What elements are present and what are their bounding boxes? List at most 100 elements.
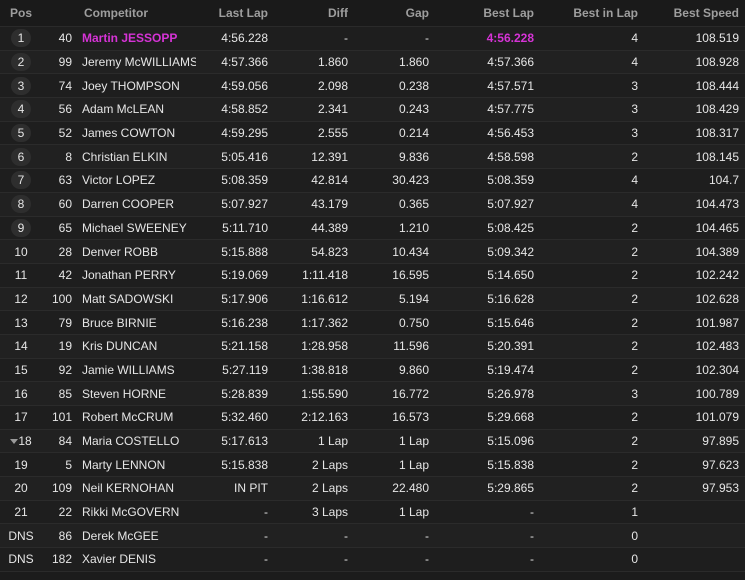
competitor-name: Marty LENNON [82, 457, 166, 472]
last-lap-value: 5:15.838 [221, 457, 268, 472]
best-speed-value: 97.895 [702, 434, 739, 449]
table-row[interactable]: 10 28 Denver ROBB 5:15.888 54.823 10.434 5:09.… [0, 240, 745, 264]
diff-value: 42.814 [311, 173, 348, 188]
position-cell: 9 [0, 218, 42, 237]
best-lap-value: 5:07.927 [487, 197, 534, 212]
gap-value: 11.596 [393, 339, 429, 354]
competitor-name: Victor LOPEZ [82, 173, 156, 188]
best-lap-value: 5:29.865 [487, 481, 534, 496]
table-row[interactable]: 11 42 Jonathan PERRY 5:19.069 1:11.418 16.595… [0, 263, 745, 288]
best-in-lap-value: 4 [631, 31, 638, 46]
table-row[interactable]: 2 99 Jeremy McWILLIAMS 4:57.366 1.860 1.860 4:… [0, 50, 745, 75]
table-row[interactable]: DNS 182 Xavier DENIS - - - - 0 [0, 548, 745, 572]
table-row[interactable]: 17 101 Robert McCRUM 5:32.460 2:12.163 16.573… [0, 406, 745, 430]
table-row[interactable]: 7 63 Victor LOPEZ 5:08.359 42.814 30.423 5:08.… [0, 169, 745, 193]
position-value: 15 [14, 362, 28, 377]
table-row[interactable]: 13 79 Bruce BIRNIE 5:16.238 1:17.362 0.750 5:1… [0, 311, 745, 335]
competitor-name: Jamie WILLIAMS [82, 362, 175, 377]
table-row[interactable]: 8 60 Darren COOPER 5:07.927 43.179 0.365 5:07.… [0, 192, 745, 217]
table-row[interactable]: 6 8 Christian ELKIN 5:05.416 12.391 9.836 4:58… [0, 145, 745, 170]
table-row[interactable]: 9 65 Michael SWEENEY 5:11.710 44.389 1.210 5:0… [0, 216, 745, 241]
best-lap-value: - [530, 505, 534, 520]
position-badge: 9 [11, 218, 31, 237]
gap-value: 16.573 [392, 410, 429, 425]
header-best-speed[interactable]: Best Speed [673, 6, 739, 20]
competitor-name: Neil KERNOHAN [82, 481, 175, 496]
diff-value: 1:38.818 [301, 362, 348, 377]
position-badge: 6 [11, 147, 31, 166]
competitor-number: 60 [58, 197, 72, 212]
best-in-lap-value: 3 [631, 102, 638, 117]
table-row[interactable]: 5 52 James COWTON 4:59.295 2.555 0.214 4:56.45… [0, 121, 745, 146]
position-cell: 15 [0, 363, 42, 377]
diff-value: - [344, 31, 348, 46]
position-cell: 16 [0, 387, 42, 401]
best-speed-value: 97.623 [702, 457, 739, 472]
best-lap-value: 4:58.598 [487, 149, 534, 164]
position-cell: 17 [0, 410, 42, 424]
table-row[interactable]: DNS 86 Derek McGEE - - - - 0 [0, 524, 745, 549]
best-in-lap-value: 3 [631, 126, 638, 141]
position-cell: 5 [0, 124, 42, 143]
table-row[interactable]: 14 19 Kris DUNCAN 5:21.158 1:28.958 11.596 5:2… [0, 334, 745, 359]
last-lap-value: - [264, 552, 268, 567]
header-gap[interactable]: Gap [405, 6, 429, 20]
position-value: 20 [14, 481, 28, 496]
best-speed-value: 104.7 [708, 173, 739, 188]
best-in-lap-value: 2 [631, 244, 638, 259]
position-value: DNS [8, 552, 34, 567]
table-row[interactable]: 21 22 Rikki McGOVERN - 3 Laps 1 Lap - 1 [0, 500, 745, 525]
diff-value: - [344, 528, 348, 543]
competitor-number: 19 [58, 339, 72, 354]
table-row[interactable]: 15 92 Jamie WILLIAMS 5:27.119 1:38.818 9.860 5… [0, 358, 745, 383]
table-row[interactable]: 1 40 Martin JESSOPP 4:56.228 - - 4:56.228 4 108.… [0, 27, 745, 51]
table-row[interactable]: 12 100 Matt SADOWSKI 5:17.906 1:16.612 5.194 5… [0, 287, 745, 312]
table-row[interactable]: 19 5 Marty LENNON 5:15.838 2 Laps 1 Lap 5:15.8… [0, 453, 745, 478]
header-pos[interactable]: Pos [9, 6, 32, 20]
competitor-number: 52 [58, 126, 72, 141]
competitor-number: 40 [58, 31, 72, 46]
best-lap-value: 5:09.342 [487, 244, 534, 259]
best-in-lap-value: 3 [631, 386, 638, 401]
table-row[interactable]: 3 74 Joey THOMPSON 4:59.056 2.098 0.238 4:57.5… [0, 74, 745, 99]
diff-value: 1:55.590 [301, 386, 348, 401]
competitor-name: Maria COSTELLO [82, 434, 180, 449]
position-value: 13 [14, 315, 28, 330]
competitor-number: 92 [58, 362, 72, 377]
header-last-lap[interactable]: Last Lap [218, 6, 268, 20]
position-badge: 1 [11, 29, 31, 48]
best-in-lap-value: 2 [631, 220, 638, 235]
position-cell: 8 [0, 195, 42, 214]
header-diff[interactable]: Diff [328, 6, 348, 20]
table-row[interactable]: 18 84 Maria COSTELLO 5:17.613 1 Lap 1 Lap 5:15… [0, 429, 745, 454]
gap-value: 0.365 [398, 197, 429, 212]
position-cell: 1 [0, 29, 42, 48]
best-in-lap-value: 0 [631, 528, 638, 543]
competitor-name: Derek McGEE [82, 528, 159, 543]
diff-value: 3 Laps [311, 505, 348, 520]
header-best-lap[interactable]: Best Lap [483, 6, 534, 20]
gap-value: 16.595 [392, 268, 429, 283]
best-speed-value: 102.483 [695, 339, 739, 354]
competitor-number: 86 [58, 528, 72, 543]
table-row[interactable]: 16 85 Steven HORNE 5:28.839 1:55.590 16.772 5:… [0, 382, 745, 406]
position-cell: 21 [0, 505, 42, 519]
gap-value: 1.860 [398, 55, 429, 70]
competitor-number: 28 [58, 244, 72, 259]
gap-value: 0.243 [398, 102, 429, 117]
best-speed-value: 101.079 [695, 410, 739, 425]
header-competitor[interactable]: Competitor [84, 6, 148, 20]
header-best-in-lap[interactable]: Best in Lap [573, 6, 638, 20]
position-cell: 4 [0, 100, 42, 119]
table-row[interactable]: 20 109 Neil KERNOHAN IN PIT 2 Laps 22.480 5:29… [0, 477, 745, 501]
competitor-number: 79 [58, 315, 72, 330]
last-lap-value: 5:27.119 [222, 362, 268, 377]
best-lap-value: 5:08.425 [487, 220, 534, 235]
competitor-number: 8 [65, 149, 72, 164]
last-lap-value: 4:59.295 [221, 126, 268, 141]
last-lap-value: IN PIT [233, 481, 268, 496]
table-row[interactable]: 4 56 Adam McLEAN 4:58.852 2.341 0.243 4:57.775… [0, 98, 745, 122]
best-lap-value: - [530, 528, 534, 543]
competitor-number: 65 [58, 220, 72, 235]
position-cell: DNS [0, 552, 42, 566]
